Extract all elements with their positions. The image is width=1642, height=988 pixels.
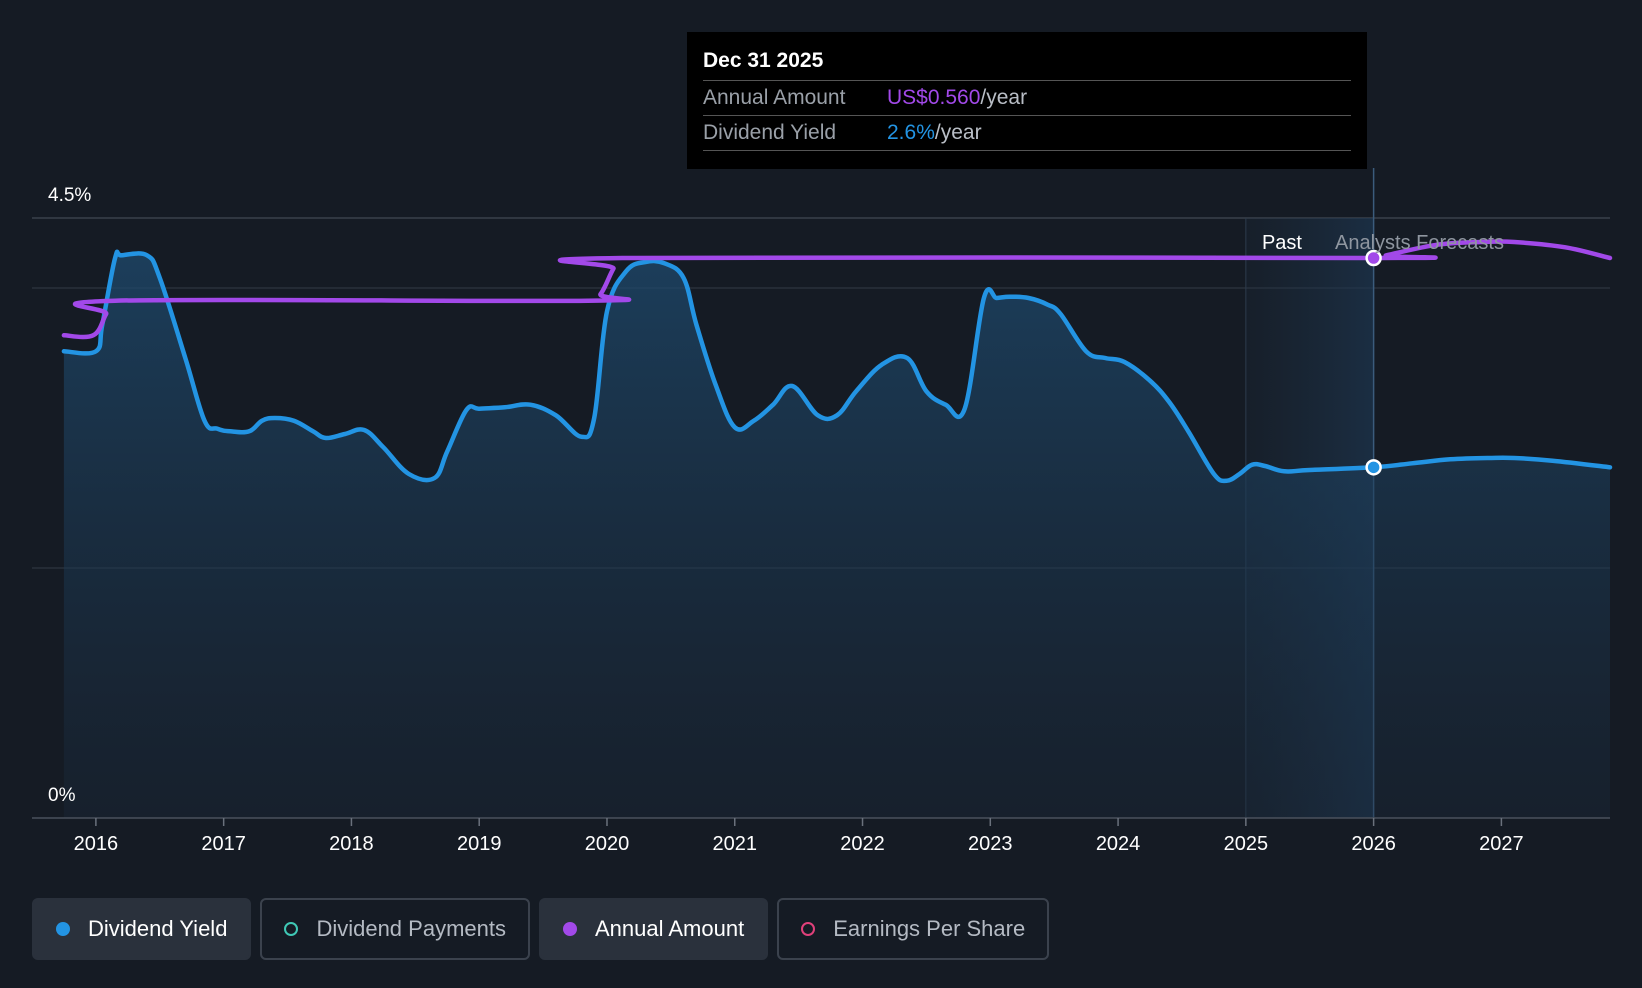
yield-area [63,251,1610,819]
forecast-label: Analysts Forecasts [1335,232,1504,254]
x-tick-label: 2022 [840,833,885,855]
dividend_yield-marker [1365,459,1382,476]
y-axis-label-top: 4.5% [48,185,91,206]
tooltip-markers [1365,249,1382,476]
x-tick-label: 2017 [201,833,246,855]
dividend_yield-line [61,249,1613,484]
x-tick-label: 2025 [1224,833,1269,855]
legend-annual-amount[interactable]: Annual Amount [538,898,769,960]
x-tick-label: 2021 [713,833,758,855]
y-axis-label-bottom: 0% [48,785,76,806]
tooltip-row-annual-amount: Annual Amount US$0.560 /year [703,80,1351,115]
legend-dividend-payments[interactable]: Dividend Payments [260,898,530,960]
tooltip-label: Dividend Yield [703,121,837,144]
series-lines [61,239,1613,484]
tooltip-unit: /year [934,121,982,144]
dividend_yield-area [63,251,1610,819]
x-tick-label: 2024 [1096,833,1141,855]
x-tick-label: 2016 [74,833,119,855]
x-tick-label: 2026 [1351,833,1396,855]
chart-legend: Dividend Yield Dividend Payments Annual … [32,898,1050,960]
legend-dividend-yield[interactable]: Dividend Yield [32,898,252,960]
hollow-dot-icon [801,922,816,936]
annual_amount-marker [1365,249,1382,267]
hollow-dot-icon [284,922,299,936]
x-tick-label: 2019 [457,833,502,855]
x-axis: 2016 2017 2018 2019 2020 2021 2022 2023 2024 2025… [32,817,1610,855]
tooltip-value: US$0.560 [887,86,981,109]
tooltip-row-dividend-yield: Dividend Yield 2.6% /year [703,115,1351,151]
x-tick-label: 2027 [1479,833,1524,855]
tooltip-label: Annual Amount [703,86,846,109]
legend-label: Annual Amount [594,916,745,941]
legend-label: Dividend Yield [88,916,228,941]
tooltip-value: 2.6% [887,121,935,144]
legend-label: Earnings Per Share [833,916,1026,941]
tooltip-date: Dec 31 2025 [703,49,824,72]
tooltip-unit: /year [980,86,1028,109]
legend-label: Dividend Payments [316,916,506,941]
x-tick-label: 2020 [585,833,630,855]
chart-tooltip: Dec 31 2025 Annual Amount US$0.560 /year… [687,32,1367,169]
x-tick-label: 2023 [968,833,1013,855]
filled-dot-icon [56,922,70,936]
filled-dot-icon [562,922,577,936]
legend-earnings-per-share[interactable]: Earnings Per Share [777,898,1050,960]
annual_amount-line [61,239,1613,340]
x-tick-label: 2018 [329,833,374,855]
past-label: Past [1262,232,1302,254]
